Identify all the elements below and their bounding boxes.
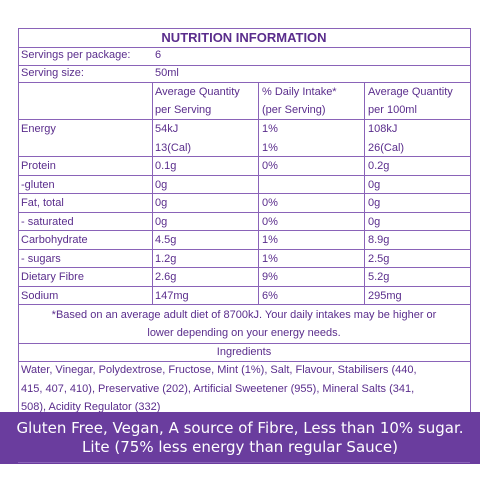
rule	[18, 343, 470, 344]
ingredients-heading: Ingredients	[216, 346, 272, 358]
cell: 0.1g	[155, 160, 177, 172]
ingredients-line: Water, Vinegar, Polydextrose, Fructose, …	[21, 364, 417, 376]
cell: 1%	[262, 234, 278, 246]
cell: 0g	[155, 197, 168, 209]
rule	[18, 249, 470, 250]
serving-value: 50ml	[155, 67, 179, 79]
row-label: - saturated	[21, 215, 74, 228]
footnote: lower depending on your energy needs.	[147, 327, 341, 339]
footnote: *Based on an average adult diet of 8700k…	[51, 309, 437, 321]
cell: 0.2g	[368, 160, 390, 172]
cell: 0g	[155, 215, 168, 228]
cell: 0%	[262, 215, 278, 228]
ingredients-line: 508), Acidity Regulator (332)	[21, 401, 161, 413]
banner-line: Gluten Free, Vegan, A source of Fibre, L…	[16, 419, 464, 437]
title: NUTRITION INFORMATION	[161, 30, 327, 45]
rule	[18, 230, 470, 231]
cell: 2.6g	[155, 271, 177, 283]
row-label: Carbohydrate	[21, 234, 88, 246]
cell: 6%	[262, 289, 278, 302]
cell: 9%	[262, 271, 278, 283]
cell: 8.9g	[368, 234, 390, 246]
serving-label: Serving size:	[21, 67, 84, 79]
cell: 1%	[262, 252, 278, 265]
rule	[18, 47, 470, 48]
cell: 0%	[262, 197, 278, 209]
cell: 1%	[262, 123, 278, 135]
row-label: Sodium	[21, 289, 59, 302]
rule	[18, 462, 470, 463]
column-header: per Serving	[155, 104, 212, 116]
rule	[18, 156, 470, 157]
banner-line: Lite (75% less energy than regular Sauce…	[82, 438, 398, 456]
row-label: Protein	[21, 160, 56, 172]
row-label: Energy	[21, 123, 56, 135]
column-header: per 100ml	[368, 104, 417, 116]
rule	[18, 82, 470, 83]
cell: 295mg	[368, 289, 402, 302]
rule	[18, 361, 470, 362]
serving-label: Servings per package:	[21, 49, 131, 61]
cell: 0g	[368, 215, 381, 228]
cell: 147mg	[155, 289, 189, 302]
rule	[18, 286, 470, 287]
cell: 0%	[262, 160, 278, 172]
rule	[364, 82, 365, 304]
row-label: - sugars	[21, 252, 61, 265]
rule	[152, 82, 153, 304]
ingredients-line: 415, 407, 410), Preservative (202), Arti…	[21, 382, 415, 395]
rule	[18, 304, 470, 305]
serving-value: 6	[155, 49, 162, 61]
claims-banner	[0, 412, 480, 464]
row-label: -gluten	[21, 178, 55, 191]
column-header: (per Serving)	[262, 104, 326, 116]
cell: 5.2g	[368, 271, 390, 283]
row-label: Fat, total	[21, 197, 64, 209]
rule	[18, 175, 470, 176]
cell: 0g	[155, 178, 168, 191]
column-header: % Daily Intake*	[262, 86, 337, 98]
column-header: Average Quantity	[155, 86, 240, 98]
cell: 0g	[368, 197, 381, 209]
cell: 26(Cal)	[368, 141, 405, 154]
cell: 1%	[262, 141, 278, 154]
cell: 0g	[368, 178, 381, 191]
row-label: Dietary Fibre	[21, 271, 84, 283]
rule	[470, 28, 471, 412]
column-header: Average Quantity	[368, 86, 453, 98]
cell: 13(Cal)	[155, 141, 192, 154]
cell: 2.5g	[368, 252, 390, 265]
rule	[18, 193, 470, 194]
cell: 54kJ	[155, 123, 179, 135]
cell: 108kJ	[368, 123, 398, 135]
cell: 1.2g	[155, 252, 177, 265]
rule	[258, 82, 259, 304]
rule	[18, 119, 470, 120]
cell: 4.5g	[155, 234, 177, 246]
rule	[18, 267, 470, 268]
rule	[18, 65, 470, 66]
rule	[18, 212, 470, 213]
rule	[18, 28, 470, 29]
rule	[18, 28, 19, 412]
